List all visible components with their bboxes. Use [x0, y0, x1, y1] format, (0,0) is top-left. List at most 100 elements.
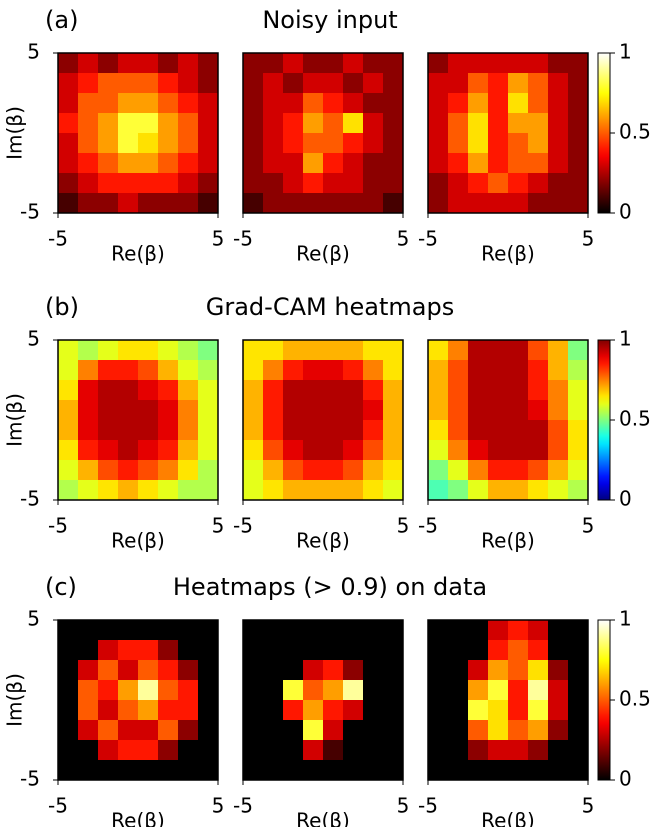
heatmap-cell	[383, 720, 404, 741]
heatmap-cell	[568, 760, 589, 781]
heatmap-cell	[283, 640, 304, 661]
y-tick-label: 5	[27, 607, 40, 631]
heatmap-cell	[303, 440, 324, 461]
heatmap-cell	[323, 420, 344, 441]
heatmap-cell	[383, 380, 404, 401]
heatmap-cell	[138, 620, 159, 641]
heatmap-cell	[323, 640, 344, 661]
x-tick-label: 5	[212, 794, 225, 818]
heatmap-cell	[58, 360, 79, 381]
heatmap-cell	[528, 700, 549, 721]
heatmap-cell	[528, 73, 549, 94]
y-tick-label: 5	[27, 40, 40, 64]
heatmap-cell	[263, 760, 284, 781]
heatmap-cell	[263, 153, 284, 174]
heatmap-cell	[243, 133, 264, 154]
heatmap-cell	[283, 400, 304, 421]
heatmap-cell	[283, 440, 304, 461]
heatmap-cell	[448, 760, 469, 781]
y-tick-label: 5	[27, 327, 40, 351]
heatmap-cell	[303, 760, 324, 781]
heatmap-cell	[343, 113, 364, 134]
heatmap-cell	[568, 620, 589, 641]
heatmap-cell	[488, 360, 509, 381]
heatmap-cell	[198, 420, 219, 441]
heatmap-cell	[263, 460, 284, 481]
heatmap-cell	[448, 740, 469, 761]
heatmap-cell	[428, 360, 449, 381]
heatmap-cell	[448, 620, 469, 641]
heatmap-cell	[178, 720, 199, 741]
heatmap-cell	[528, 133, 549, 154]
heatmap-cell	[363, 640, 384, 661]
heatmap-cell	[198, 93, 219, 114]
heatmap-cell	[428, 640, 449, 661]
heatmap-cell	[283, 460, 304, 481]
heatmap-cell	[323, 460, 344, 481]
heatmap-cell	[303, 460, 324, 481]
heatmap-cell	[98, 173, 119, 194]
heatmap-cell	[508, 360, 529, 381]
heatmap-cell	[448, 360, 469, 381]
x-tick-label: 5	[582, 227, 595, 251]
heatmap-cell	[448, 460, 469, 481]
heatmap-cell	[198, 73, 219, 94]
panel-frame	[427, 619, 589, 781]
heatmap-cell	[78, 660, 99, 681]
heatmap-cell	[58, 340, 79, 361]
heatmap-cell	[138, 153, 159, 174]
heatmap-cell	[363, 133, 384, 154]
heatmap-cell	[243, 193, 264, 214]
heatmap-cell	[78, 173, 99, 194]
heatmap-cell	[98, 660, 119, 681]
heatmap-cell	[323, 660, 344, 681]
heatmap-cell	[448, 340, 469, 361]
heatmap-cell	[548, 660, 569, 681]
heatmap-cell	[383, 340, 404, 361]
chart-title: Noisy input	[262, 6, 397, 34]
heatmap-cell	[568, 740, 589, 761]
heatmap-cell	[178, 640, 199, 661]
heatmap-cell	[488, 620, 509, 641]
heatmap-cell	[78, 153, 99, 174]
heatmap-cell	[343, 173, 364, 194]
heatmap-cell	[303, 380, 324, 401]
heatmap-cell	[178, 440, 199, 461]
heatmap-cell	[363, 660, 384, 681]
heatmap-cell	[58, 640, 79, 661]
heatmap-cell	[508, 620, 529, 641]
x-tick-label: -5	[418, 514, 438, 538]
heatmap-cell	[283, 760, 304, 781]
heatmap-cell	[263, 360, 284, 381]
heatmap-cell	[548, 73, 569, 94]
heatmap-cell	[323, 680, 344, 701]
panel-frame	[57, 52, 219, 214]
heatmap-cell	[263, 700, 284, 721]
heatmap-cell	[488, 400, 509, 421]
heatmap-cell	[528, 380, 549, 401]
heatmap-cell	[548, 53, 569, 74]
heatmap-cell	[488, 680, 509, 701]
x-axis-label: Re(β)	[481, 242, 535, 266]
heatmap-cell	[528, 440, 549, 461]
heatmap-cell	[198, 760, 219, 781]
heatmap-cell	[323, 740, 344, 761]
heatmap-cell	[363, 760, 384, 781]
heatmap-cell	[528, 193, 549, 214]
heatmap-cell	[488, 720, 509, 741]
heatmap-cell	[428, 340, 449, 361]
heatmap-cell	[58, 53, 79, 74]
heatmap-cell	[323, 400, 344, 421]
heatmap-cell	[98, 420, 119, 441]
heatmap-cell	[428, 113, 449, 134]
heatmap-cell	[263, 640, 284, 661]
heatmap-cell	[138, 113, 159, 134]
heatmap-cell	[548, 113, 569, 134]
heatmap-cell	[548, 400, 569, 421]
heatmap-cell	[138, 740, 159, 761]
heatmap-cell	[243, 53, 264, 74]
heatmap-cell	[283, 380, 304, 401]
heatmap-cell	[98, 93, 119, 114]
heatmap-cell	[548, 193, 569, 214]
heatmap-cell	[198, 153, 219, 174]
